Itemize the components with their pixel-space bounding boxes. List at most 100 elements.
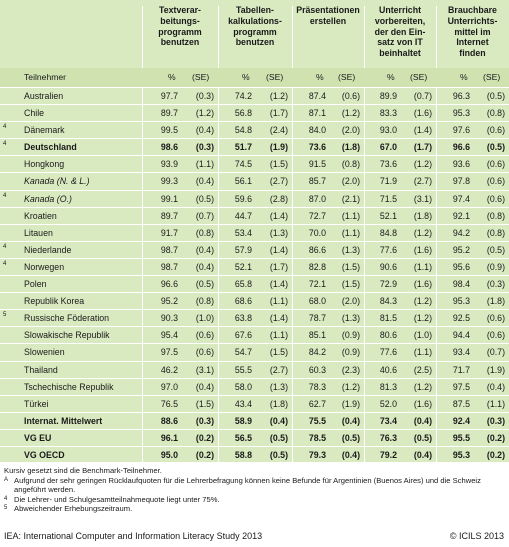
column-divider [436, 105, 437, 122]
percent-value: 84.3 [379, 296, 397, 307]
subheader-row: Teilnehmer % (SE)% (SE)% (SE)% (SE)% (SE) [0, 68, 509, 87]
footnote-text: Kursiv gesetzt sind die Benchmark-Teilne… [4, 466, 162, 475]
column-divider [436, 429, 437, 446]
percent-value: 73.6 [379, 159, 397, 170]
standard-error: (1.3) [269, 381, 288, 392]
header-divider [292, 6, 293, 87]
column-divider [218, 378, 219, 395]
table-header: Textverar-beitungs-programm benutzen Tabe… [0, 0, 509, 87]
table-row: Thailand 46.2 (3.1) 55.5 (2.7) 60.3 (2.3) 40.6 (… [0, 360, 509, 378]
standard-error: (0.3) [195, 142, 214, 153]
header-divider [364, 6, 365, 87]
standard-error: (1.4) [269, 313, 288, 324]
percent-value: 98.4 [452, 279, 470, 290]
percent-value: 62.7 [308, 398, 326, 409]
standard-error: (1.2) [341, 381, 360, 392]
column-divider [292, 378, 293, 395]
table-row: Hongkong 93.9 (1.1) 74.5 (1.5) 91.5 (0.8) 73.6 (… [0, 155, 509, 173]
column-divider [436, 378, 437, 395]
percent-value: 59.6 [234, 193, 252, 204]
percent-value: 67.6 [234, 330, 252, 341]
column-divider [364, 344, 365, 361]
standard-error: (1.5) [341, 261, 360, 272]
standard-error: (0.6) [486, 176, 505, 187]
standard-error: (0.4) [341, 449, 360, 460]
percent-value: 75.5 [308, 415, 326, 426]
standard-error: (0.4) [341, 415, 360, 426]
percent-value: 83.3 [379, 108, 397, 119]
standard-error: (1.1) [269, 296, 288, 307]
table-row: Australien 97.7 (0.3) 74.2 (1.2) 87.4 (0.6) 89.… [0, 87, 509, 105]
column-divider [364, 429, 365, 446]
standard-error: (1.5) [269, 159, 288, 170]
column-divider [364, 395, 365, 412]
standard-error: (0.8) [486, 227, 505, 238]
footnote-mark: 5 [4, 505, 8, 512]
standard-error: (1.1) [486, 398, 505, 409]
standard-error: (0.4) [195, 176, 214, 187]
table-row: Republik Korea 95.2 (0.8) 68.6 (1.1) 68.0 (2.0… [0, 292, 509, 310]
column-divider [218, 258, 219, 276]
column-header-lesson-prep: Unterricht vorbereiten, der den Ein-satz v… [374, 5, 426, 59]
standard-error: (1.2) [413, 381, 432, 392]
footnote-mark: A [4, 476, 9, 483]
standard-error: (1.1) [195, 159, 214, 170]
standard-error: (2.3) [341, 364, 360, 375]
column-divider [436, 241, 437, 258]
standard-error: (0.4) [269, 415, 288, 426]
column-divider [292, 293, 293, 310]
percent-value: 43.4 [234, 398, 252, 409]
standard-error: (1.6) [413, 398, 432, 409]
standard-error: (1.8) [341, 142, 360, 153]
standard-error: (2.0) [341, 176, 360, 187]
percent-value: 86.6 [308, 244, 326, 255]
percent-value: 88.6 [160, 415, 178, 426]
participant-name: Dänemark [24, 125, 65, 136]
standard-error: (2.4) [269, 125, 288, 136]
column-divider [142, 293, 143, 310]
percent-value: 87.5 [452, 398, 470, 409]
copyright: © ICILS 2013 [449, 531, 504, 541]
standard-error: (2.1) [341, 193, 360, 204]
percent-value: 95.4 [160, 330, 178, 341]
column-divider [436, 139, 437, 156]
column-divider [218, 190, 219, 207]
standard-error: (0.8) [195, 227, 214, 238]
se-header: (SE) [266, 72, 284, 82]
percent-value: 74.5 [234, 159, 252, 170]
table-row: VG EU 96.1 (0.2) 56.5 (0.5) 78.5 (0.5) 76.3 (0.5… [0, 428, 509, 446]
percent-value: 68.0 [308, 296, 326, 307]
standard-error: (1.0) [195, 313, 214, 324]
column-divider [436, 293, 437, 310]
column-divider [292, 88, 293, 105]
column-divider [364, 276, 365, 293]
column-divider [292, 327, 293, 344]
column-divider [364, 105, 365, 122]
percent-value: 89.7 [160, 108, 178, 119]
percent-value: 52.1 [234, 261, 252, 272]
standard-error: (1.1) [341, 210, 360, 221]
column-divider [142, 207, 143, 224]
standard-error: (0.5) [413, 432, 432, 443]
standard-error: (0.4) [413, 449, 432, 460]
column-divider [292, 207, 293, 224]
column-divider [142, 122, 143, 139]
standard-error: (0.2) [195, 449, 214, 460]
column-divider [142, 429, 143, 446]
participant-name: Kroatien [24, 210, 57, 221]
column-divider [292, 395, 293, 412]
participant-name: Deutschland [24, 142, 77, 153]
standard-error: (0.7) [486, 347, 505, 358]
column-divider [218, 327, 219, 344]
table-body: Australien 97.7 (0.3) 74.2 (1.2) 87.4 (0.6) 89.… [0, 87, 509, 464]
table-row: Kanada (N. & L.) 99.3 (0.4) 56.1 (2.7) 85.7 (2… [0, 172, 509, 190]
percent-value: 97.0 [160, 381, 178, 392]
standard-error: (2.8) [269, 193, 288, 204]
standard-error: (0.9) [486, 261, 505, 272]
column-divider [292, 241, 293, 258]
standard-error: (1.3) [341, 313, 360, 324]
column-divider [142, 412, 143, 429]
column-divider [142, 361, 143, 378]
se-header: (SE) [410, 72, 428, 82]
source-note: IEA: International Computer and Informat… [4, 531, 263, 541]
